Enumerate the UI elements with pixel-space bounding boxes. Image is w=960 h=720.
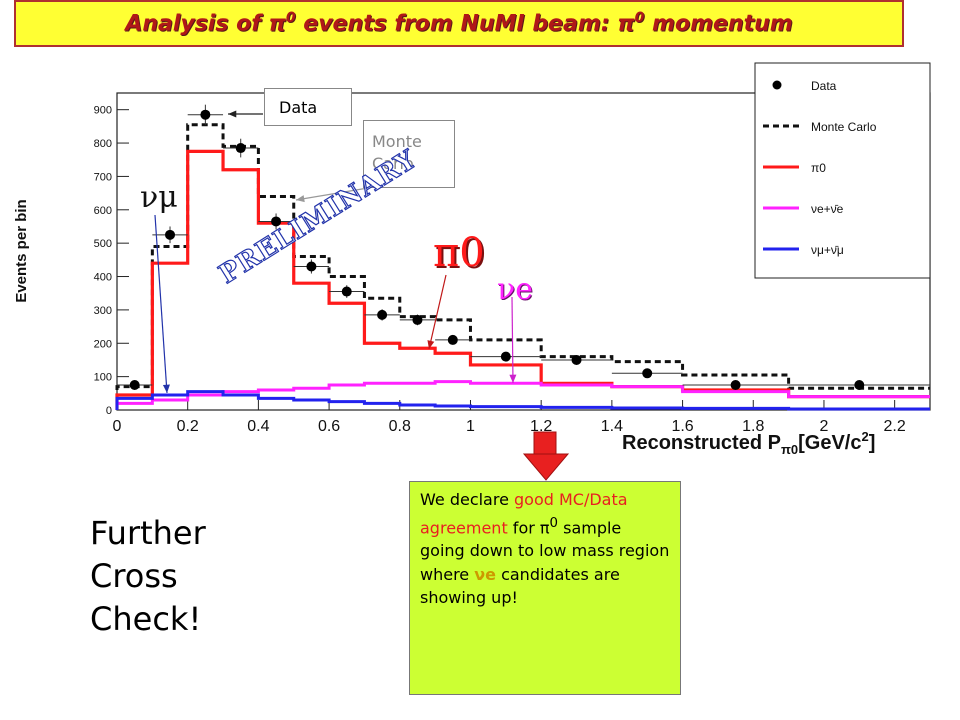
nu-mu-label: νμ [140,180,178,215]
data-point [271,216,282,227]
nu-e-arrow-head [509,374,517,383]
further-cross-check-text: Further Cross Check! [90,512,206,641]
data-point [447,334,458,345]
down-arrow-icon [522,431,570,481]
x-tick-label: 1.4 [601,418,623,435]
x-tick-label: 0.2 [177,418,199,435]
x-tick-label: 0.6 [318,418,340,435]
data-point [854,379,865,390]
data-point [306,261,317,272]
nu-mu-arrow-head [162,384,170,393]
y-tick-label: 0 [106,405,112,417]
data-point [200,109,211,120]
x-tick-label: 0.8 [389,418,411,435]
legend-label: νe+ν̄e [811,202,844,216]
x-tick-label: 2 [820,418,829,435]
x-tick-label: 0 [113,418,122,435]
x-axis-label: Reconstructed Pπ0[GeV/c2] [622,429,875,457]
data-point [377,309,388,320]
monte-carlo-callout: Monte Carlo [363,120,455,188]
further-line3: Check! [90,600,202,638]
pi0-label: π0 [433,230,485,276]
x-tick-label: 1.8 [742,418,764,435]
pi0-arrow [428,274,447,350]
legend-label: π0 [811,161,826,175]
nu-mu-arrow [154,214,168,394]
pi0-arrow-head [427,340,435,349]
x-tick-label: 1 [466,418,475,435]
further-line2: Cross [90,557,178,595]
nu-e-label: νe [497,272,533,307]
legend-box [754,62,931,279]
mc-callout-line1: Monte [372,132,422,151]
slide-title: Analysis of π0 events from NuMI beam: π0… [14,0,904,47]
data-point [129,379,140,390]
data-callout-arrow-head [228,110,237,118]
y-tick-label: 500 [94,238,112,250]
mc-callout-arrow [295,187,369,201]
y-tick-label: 700 [94,171,112,183]
x-tick-label: 2.2 [884,418,906,435]
x-tick-label: 0.4 [247,418,269,435]
legend-marker-data [772,80,782,90]
y-tick-label: 300 [94,305,112,317]
data-point [341,286,352,297]
legend-label: νμ+ν̄μ [811,243,844,257]
y-tick-label: 200 [94,338,112,350]
data-point [642,368,653,379]
y-axis-label: Events per bin [13,199,30,302]
data-point [412,314,423,325]
data-point [235,143,246,154]
histogram-chart: 0 100 200 300 400 500 600 700 800 900 0 0.2 0.4 0.6 0.… [13,62,931,457]
legend-label: Monte Carlo [811,120,877,134]
data-point [571,354,582,365]
y-tick-label: 400 [94,272,112,284]
mc-callout-arrow-head [296,195,305,203]
x-tick-label: 1.2 [530,418,552,435]
data-callout: Data [264,88,352,126]
mc-callout-line2: Carlo [372,154,414,173]
series-line-4 [115,390,930,411]
y-tick-label: 800 [94,138,112,150]
y-tick-label: 100 [94,372,112,384]
conclusion-box: We declare good MC/Data agreement for π0… [409,481,681,695]
slide-title-text: Analysis of π0 events from NuMI beam: π0… [125,10,793,37]
data-point [165,229,176,240]
data-point [500,351,511,362]
y-tick-label: 600 [94,205,112,217]
y-tick-label: 900 [94,105,112,117]
further-line1: Further [90,514,206,552]
series-line-1 [115,123,930,410]
x-tick-label: 1.6 [671,418,693,435]
data-point [730,379,741,390]
legend-label: Data [811,79,837,93]
nu-e-arrow [511,296,514,384]
